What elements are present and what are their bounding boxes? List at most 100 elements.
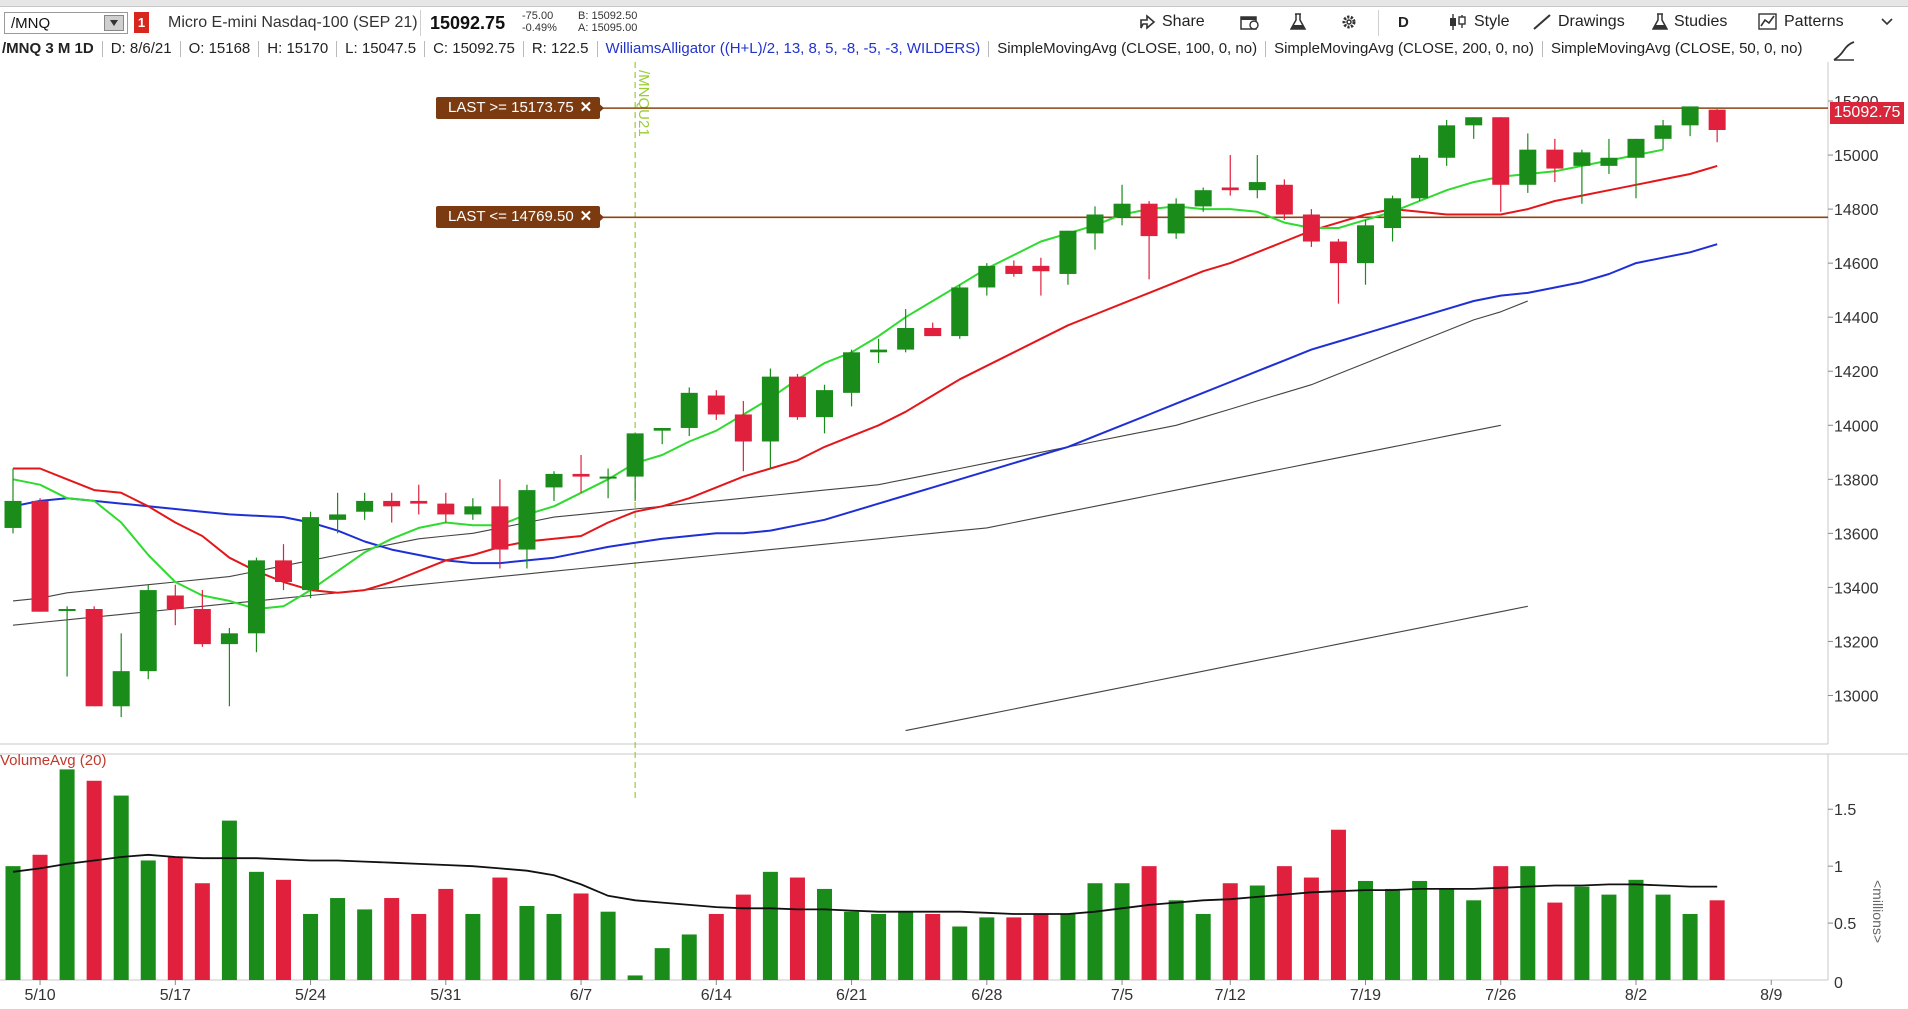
- close-icon[interactable]: ✕: [579, 99, 593, 117]
- price-tick-label: 14400: [1834, 310, 1879, 327]
- volume-bar: [303, 913, 319, 980]
- volume-bar: [1574, 886, 1590, 980]
- drawings-button[interactable]: Drawings: [1532, 10, 1625, 34]
- divider: [101, 41, 103, 58]
- symbol-input[interactable]: /MNQ: [4, 12, 128, 34]
- study-label-alligator[interactable]: WilliamsAlligator ((H+L)/2, 13, 8, 5, -8…: [605, 40, 981, 57]
- candle-style-icon: [1450, 14, 1466, 30]
- volume-bar: [1222, 883, 1238, 980]
- candle-body: [85, 609, 103, 707]
- volume-bar: [1006, 917, 1022, 980]
- window-top-edge: [0, 0, 1908, 7]
- alligator-teeth-line: [13, 164, 1718, 594]
- volume-bar: [1709, 900, 1725, 980]
- close-icon[interactable]: ✕: [579, 208, 593, 226]
- bar-low: L: 15047.5: [345, 40, 417, 57]
- candle-body: [31, 500, 49, 612]
- volume-bar: [1195, 913, 1211, 980]
- volume-study-title[interactable]: VolumeAvg (20): [0, 752, 107, 769]
- link-group-badge[interactable]: 1: [134, 12, 149, 33]
- candle-body: [572, 473, 590, 477]
- volume-bar: [1249, 885, 1265, 980]
- symbol-text: /MNQ: [11, 15, 51, 32]
- study-label-sma50[interactable]: SimpleMovingAvg (CLOSE, 50, 0, no): [1550, 40, 1803, 57]
- style-button[interactable]: Style: [1448, 10, 1510, 34]
- divider: [988, 41, 990, 58]
- candle-body: [112, 671, 130, 707]
- date-tick-label: 5/10: [24, 987, 55, 1004]
- chart-info-bar: /MNQ 3 M 1D D: 8/6/21 O: 15168 H: 15170 L: 1…: [0, 40, 1810, 62]
- alert-upper[interactable]: LAST >= 15173.75 ✕: [436, 97, 601, 120]
- price-tick-label: 14000: [1834, 418, 1879, 435]
- calendar-icon: [1240, 16, 1259, 30]
- volume-bar: [789, 877, 805, 980]
- date-tick-label: 5/24: [295, 987, 326, 1004]
- candle-body: [1302, 214, 1320, 242]
- net-change: -75.00 -0.49%: [522, 10, 557, 34]
- date-tick-label: 6/7: [570, 987, 592, 1004]
- share-button[interactable]: Share: [1138, 10, 1205, 34]
- bid-value: B: 15092.50: [578, 10, 638, 22]
- price-tick-label: 13200: [1834, 634, 1879, 651]
- volume-bar: [1493, 866, 1509, 980]
- date-tick-label: 6/28: [971, 987, 1002, 1004]
- candle-body: [1492, 117, 1510, 185]
- chart-settings-button[interactable]: [1832, 40, 1856, 67]
- volume-bar: [140, 860, 156, 980]
- bar-open: O: 15168: [188, 40, 251, 57]
- volume-bar: [465, 913, 481, 980]
- drawings-label: Drawings: [1558, 13, 1625, 30]
- volume-bar: [1087, 883, 1103, 980]
- divider: [336, 41, 338, 58]
- study-label-sma100[interactable]: SimpleMovingAvg (CLOSE, 100, 0, no): [997, 40, 1258, 57]
- candle-body: [680, 392, 698, 428]
- volume-bar: [1358, 880, 1373, 980]
- date-tick-label: 7/12: [1215, 987, 1246, 1004]
- toolbar-overflow-button[interactable]: [1880, 10, 1894, 34]
- price-volume-chart[interactable]: 13000 13200 13400 13600 13800 14000 14200 14400…: [0, 62, 1908, 1009]
- candle-body: [58, 609, 76, 612]
- volume-bar: [1114, 883, 1130, 980]
- volume-bar: [871, 913, 887, 980]
- calendar-button[interactable]: [1240, 10, 1260, 34]
- symbol-dropdown-icon[interactable]: [104, 15, 124, 31]
- candle-body: [734, 414, 752, 442]
- settings-button[interactable]: [1340, 10, 1358, 34]
- candle-body: [653, 427, 671, 431]
- divider: [1541, 41, 1543, 58]
- candle-body: [897, 327, 915, 350]
- candle-body: [166, 595, 184, 610]
- candle-body: [599, 476, 617, 479]
- aggregation-button[interactable]: D: [1398, 10, 1409, 34]
- volume-tick-label: 0: [1834, 975, 1843, 992]
- volume-bar: [492, 877, 508, 980]
- patterns-icon: [1758, 13, 1777, 30]
- candle-body: [247, 560, 265, 634]
- candle-body: [518, 490, 536, 550]
- patterns-button[interactable]: Patterns: [1758, 10, 1844, 34]
- candle-body: [816, 390, 833, 418]
- percent-change-value: -0.49%: [522, 22, 557, 34]
- volume-bar: [817, 888, 832, 980]
- studies-button[interactable]: Studies: [1652, 10, 1727, 34]
- alert-lower[interactable]: LAST <= 14769.50 ✕: [436, 206, 601, 229]
- candle-body: [193, 609, 211, 645]
- last-price: 15092.75: [430, 13, 506, 33]
- flask-button[interactable]: [1290, 10, 1306, 34]
- sma100-line: [12, 424, 1501, 626]
- candle-body: [139, 590, 157, 672]
- date-tick-label: 8/9: [1760, 987, 1782, 1004]
- candle-body: [1681, 106, 1699, 126]
- ask-value: A: 15095.00: [578, 22, 638, 34]
- instrument-description: Micro E-mini Nasdaq-100 (SEP 21): [168, 14, 418, 31]
- volume-bar: [1547, 902, 1563, 980]
- candle-body: [1465, 117, 1483, 126]
- study-label-sma200[interactable]: SimpleMovingAvg (CLOSE, 200, 0, no): [1274, 40, 1534, 57]
- candle-body: [356, 500, 374, 512]
- candle-body: [410, 500, 428, 504]
- candle-body: [1194, 190, 1212, 207]
- volume-bar: [546, 913, 562, 980]
- candle-body: [1329, 241, 1347, 264]
- bid-ask: B: 15092.50 A: 15095.00: [578, 10, 637, 34]
- date-tick-label: 6/21: [836, 987, 867, 1004]
